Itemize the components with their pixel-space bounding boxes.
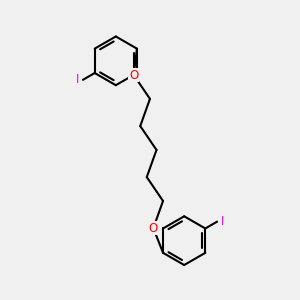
Text: O: O <box>149 222 158 235</box>
Text: O: O <box>129 68 138 82</box>
Text: I: I <box>220 215 224 228</box>
Text: I: I <box>76 73 80 86</box>
